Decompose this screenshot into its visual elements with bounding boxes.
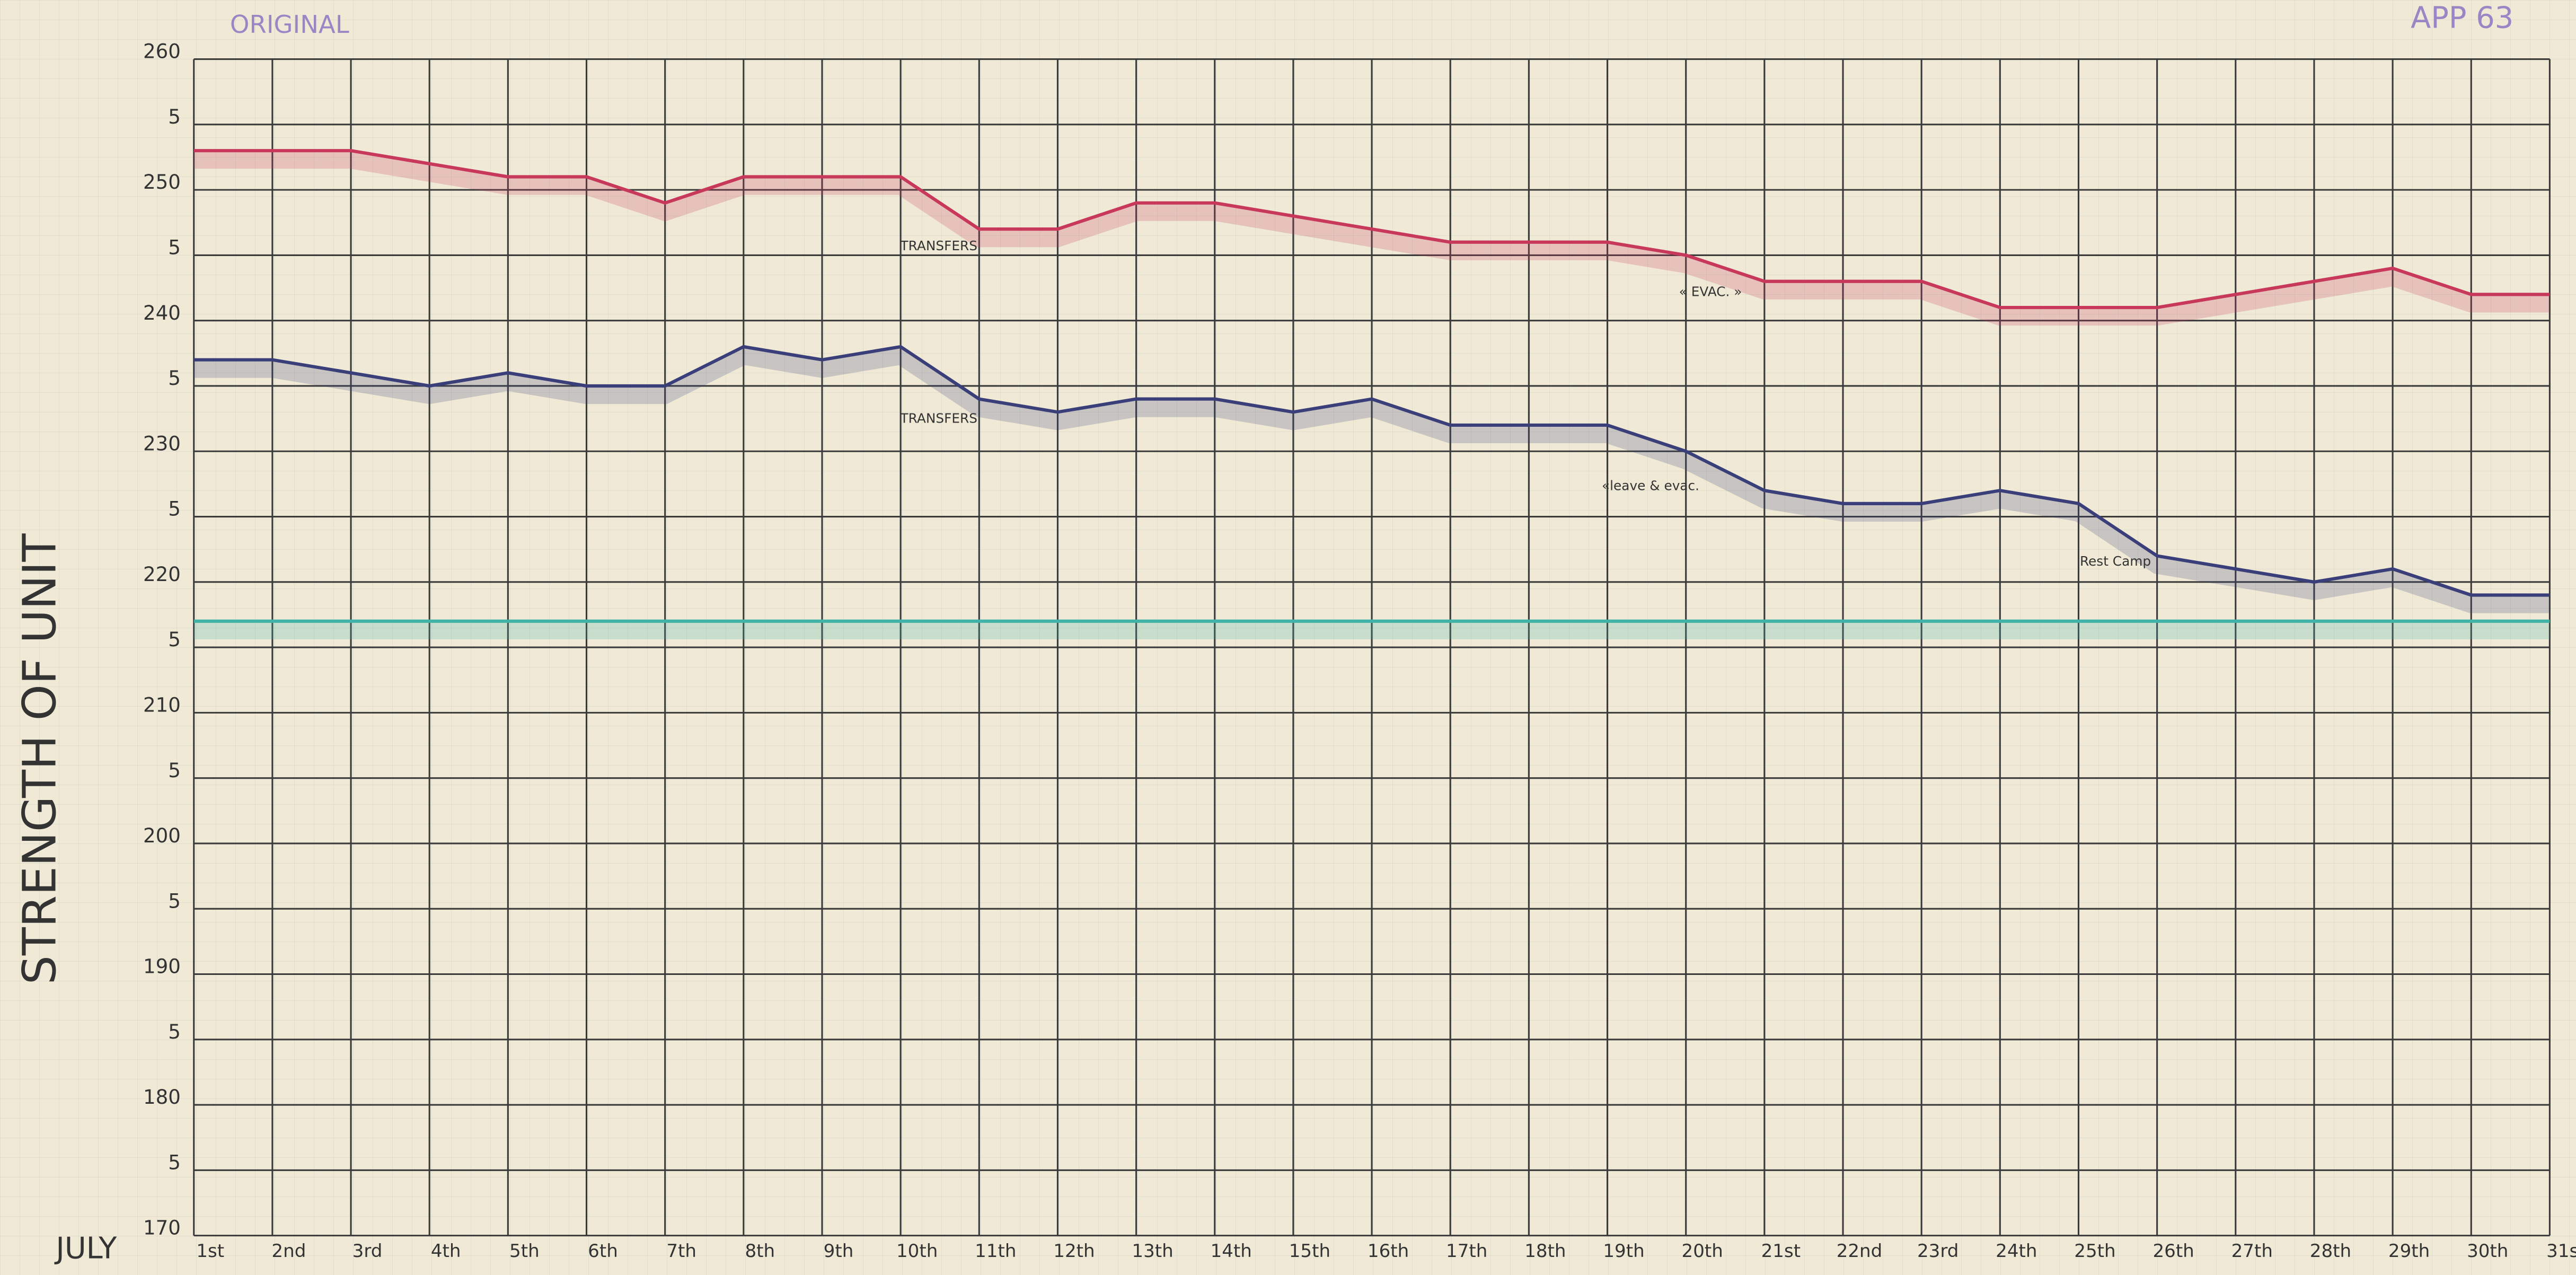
y-tick-label: 5 [168,759,181,782]
y-tick-label: 180 [143,1085,181,1109]
x-tick-label: 14th [1211,1241,1252,1262]
y-tick-label: 5 [168,497,181,521]
x-tick-label: 10th [896,1241,938,1262]
x-tick-label: 19th [1603,1241,1644,1262]
corner-note: ORIGINAL [230,10,349,39]
annotation: TRANSFERS [900,410,977,426]
annotation: «leave & evac. [1602,478,1699,493]
x-tick-label: 25th [2074,1241,2115,1262]
x-tick-label: 3rd [352,1241,383,1262]
x-tick-label: 13th [1132,1241,1173,1262]
x-tick-label: 1st [196,1241,224,1262]
y-tick-label: 5 [168,1150,181,1174]
x-tick-label: 9th [824,1241,854,1262]
annotation: « EVAC. » [1679,284,1742,300]
y-tick-label: 5 [168,366,181,390]
series-line [193,149,2550,310]
x-tick-label: 11th [975,1241,1016,1262]
x-tick-label: 15th [1289,1241,1330,1262]
line-shadow [193,348,2550,613]
annotation: TRANSFERS [900,238,977,253]
line-shadow [193,152,2550,326]
x-tick-label: 4th [431,1241,461,1262]
y-tick-label: 170 [143,1216,181,1239]
y-tick-label: 190 [143,955,181,978]
x-tick-label: 28th [2310,1241,2351,1262]
x-tick-label: 29th [2388,1241,2430,1262]
x-tick-label: 30th [2467,1241,2508,1262]
x-tick-label: 27th [2231,1241,2273,1262]
y-tick-label: 240 [143,301,181,324]
x-tick-label: 12th [1053,1241,1095,1262]
series-line [193,345,2550,597]
y-tick-label: 5 [168,889,181,912]
x-tick-label: 8th [745,1241,775,1262]
x-tick-label: 24th [1996,1241,2037,1262]
y-tick-label: 220 [143,562,181,586]
x-tick-label: 2nd [271,1241,306,1262]
x-tick-label: 26th [2152,1241,2194,1262]
x-tick-label: 31st [2546,1241,2576,1262]
x-axis-label: JULY [54,1232,117,1266]
annotation: Rest Camp [2080,553,2151,569]
y-tick-label: 5 [168,105,181,128]
x-tick-label: 5th [509,1241,540,1262]
x-tick-label: 7th [666,1241,696,1262]
y-axis-label: STRENGTH OF UNIT [13,533,67,984]
x-tick-label: 23rd [1917,1241,1959,1262]
x-tick-label: 21st [1761,1241,1801,1262]
y-tick-label: 5 [168,1020,181,1043]
x-tick-label: 17th [1446,1241,1487,1262]
x-tick-label: 18th [1524,1241,1566,1262]
x-tick-label: 22nd [1837,1241,1883,1262]
corner-note: APP 63 [2411,1,2513,35]
x-tick-label: 20th [1682,1241,1723,1262]
y-tick-label: 200 [143,824,181,847]
y-tick-label: 260 [143,40,181,63]
y-tick-label: 5 [168,628,181,651]
y-tick-label: 250 [143,170,181,194]
y-tick-label: 210 [143,693,181,716]
x-tick-label: 16th [1368,1241,1409,1262]
y-tick-label: 230 [143,432,181,455]
y-tick-label: 5 [168,236,181,259]
x-tick-label: 6th [588,1241,618,1262]
